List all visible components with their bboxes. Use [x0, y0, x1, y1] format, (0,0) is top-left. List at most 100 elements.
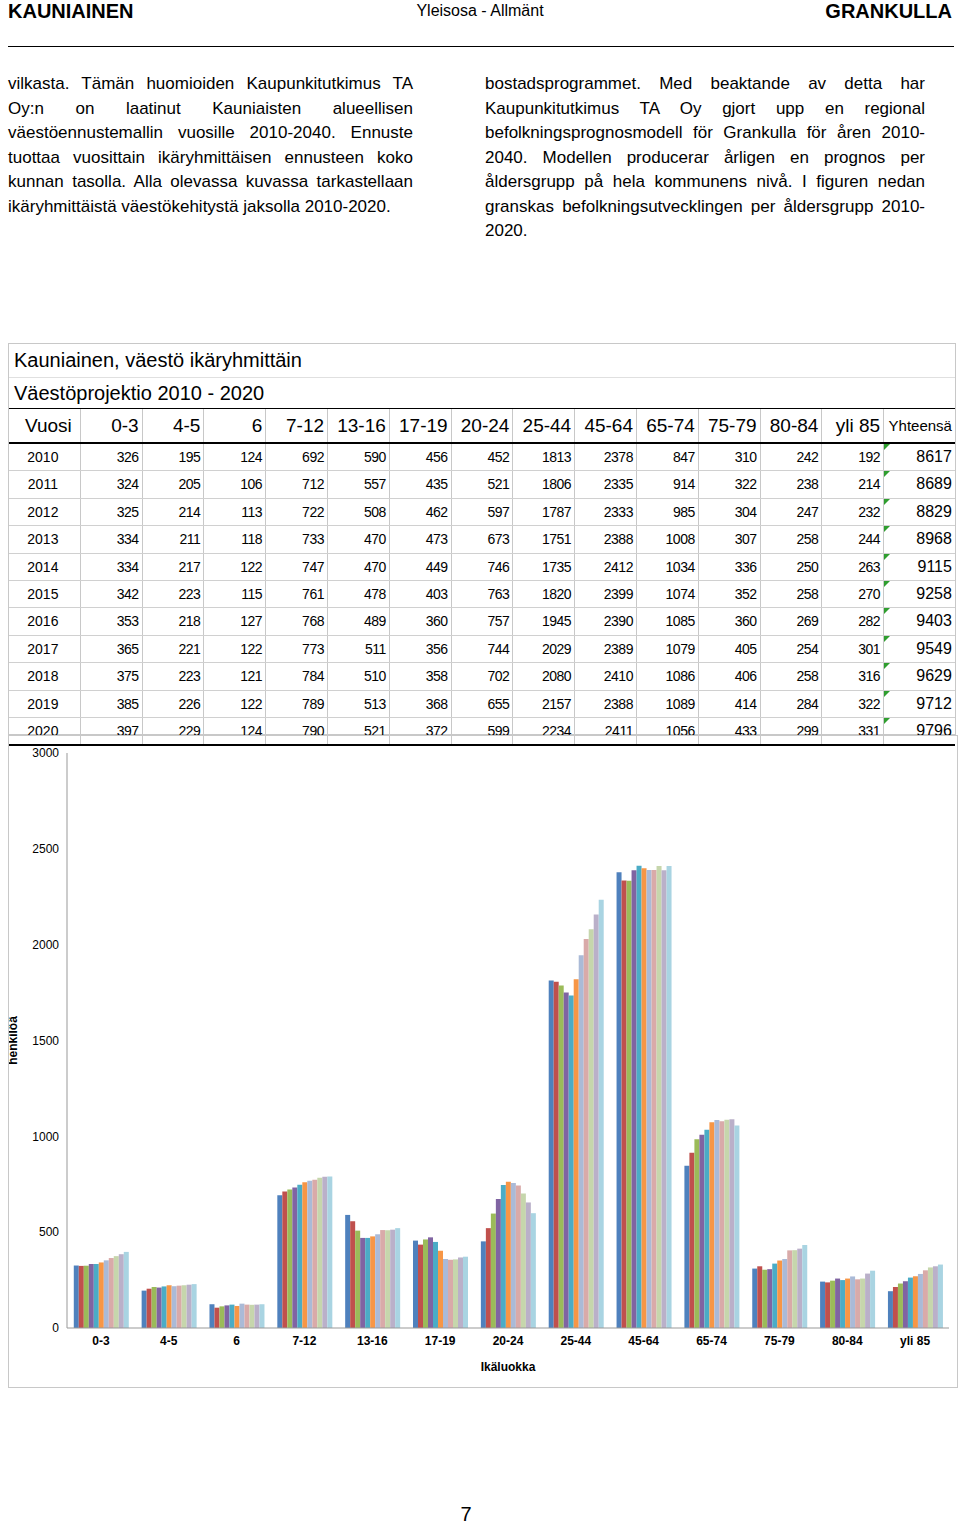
html-text:712: 712 — [302, 476, 324, 493]
svg-text:65-74: 65-74 — [696, 1334, 727, 1348]
html-text:304: 304 — [734, 503, 757, 520]
svg-text:Ikäluokka: Ikäluokka — [481, 1360, 536, 1374]
html-text:325: 325 — [116, 503, 139, 520]
html-text:238: 238 — [796, 476, 819, 493]
html-text:9115: 9115 — [917, 557, 952, 575]
svg-text:4-5: 4-5 — [160, 1334, 178, 1348]
html-text:25-44: 25-44 — [522, 415, 572, 436]
html-text:214: 214 — [858, 476, 881, 493]
svg-text:13-16: 13-16 — [357, 1334, 388, 1348]
html-text:2012: 2012 — [27, 503, 59, 520]
svg-text:25-44: 25-44 — [560, 1334, 591, 1348]
html-text:747: 747 — [302, 558, 324, 575]
html-text:Vuosi: Vuosi — [25, 415, 72, 436]
html-text:118: 118 — [241, 531, 263, 548]
html-text:2333: 2333 — [603, 503, 633, 520]
html-text:2011: 2011 — [27, 476, 58, 493]
html-text:733: 733 — [302, 531, 324, 548]
svg-text:75-79: 75-79 — [764, 1334, 795, 1348]
html-text:122: 122 — [240, 558, 263, 575]
html-text:211: 211 — [179, 531, 201, 548]
html-text:65-74: 65-74 — [646, 415, 695, 436]
html-text:508: 508 — [363, 503, 386, 520]
html-text:985: 985 — [672, 503, 695, 520]
svg-text:45-64: 45-64 — [628, 1334, 659, 1348]
html-text:1008: 1008 — [665, 531, 695, 548]
html-text:322: 322 — [734, 476, 757, 493]
html-text:9712: 9712 — [916, 694, 952, 712]
svg-text:3000: 3000 — [32, 746, 59, 760]
html-text:7-12: 7-12 — [286, 415, 324, 436]
html-text:0-3: 0-3 — [111, 415, 139, 436]
html-text:bostadsprogrammet. Med beaktan: bostadsprogrammet. Med beaktande av dett… — [485, 74, 925, 240]
html-text:113: 113 — [241, 503, 263, 520]
html-text:334: 334 — [116, 531, 139, 548]
svg-text:7-12: 7-12 — [292, 1334, 316, 1348]
svg-text:17-19: 17-19 — [425, 1334, 456, 1348]
html-text:557: 557 — [363, 476, 386, 493]
html-text:673: 673 — [487, 531, 510, 548]
html-text:9403: 9403 — [916, 612, 952, 630]
html-text:473: 473 — [425, 531, 448, 548]
html-text:521: 521 — [487, 476, 510, 493]
html-text:9549: 9549 — [916, 639, 952, 657]
html-text:vilkasta. Tämän huomioiden Kau: vilkasta. Tämän huomioiden Kaupunkitutki… — [8, 74, 413, 216]
html-text:205: 205 — [178, 476, 201, 493]
html-text:9629: 9629 — [916, 667, 952, 685]
html-text:106: 106 — [240, 476, 263, 493]
svg-text:0-3: 0-3 — [92, 1334, 110, 1348]
html-text:258: 258 — [796, 531, 819, 548]
html-text:8829: 8829 — [916, 502, 952, 520]
html-text:1806: 1806 — [542, 476, 572, 493]
html-text:597: 597 — [487, 503, 510, 520]
html-text:Kauniainen, väestö ikäryhmittä: Kauniainen, väestö ikäryhmittäin — [14, 349, 302, 371]
html-text:2388: 2388 — [603, 531, 633, 548]
html-text:244: 244 — [858, 531, 881, 548]
html-text:20-24: 20-24 — [460, 415, 510, 436]
svg-text:20-24: 20-24 — [493, 1334, 524, 1348]
html-text:2014: 2014 — [27, 558, 59, 575]
html-text:17-19: 17-19 — [399, 415, 448, 436]
html-text:8689: 8689 — [916, 475, 952, 493]
html-text:334: 334 — [116, 558, 139, 575]
html-text:9796: 9796 — [916, 721, 952, 739]
html-text:1787: 1787 — [542, 503, 572, 520]
html-text:324: 324 — [116, 476, 139, 493]
html-text:722: 722 — [302, 503, 324, 520]
svg-text:2000: 2000 — [32, 938, 59, 952]
html-text:247: 247 — [796, 503, 819, 520]
svg-text:1000: 1000 — [32, 1130, 59, 1144]
html-text:2013: 2013 — [27, 531, 59, 548]
html-text:Väestöprojektio 2010 - 2020: Väestöprojektio 2010 - 2020 — [14, 382, 265, 404]
svg-text:1500: 1500 — [32, 1034, 59, 1048]
svg-text:0: 0 — [52, 1321, 59, 1335]
svg-text:500: 500 — [39, 1225, 59, 1239]
html-text:8617: 8617 — [916, 448, 952, 465]
html-text:yli 85 Yhteensä: yli 85 Yhteensä — [835, 415, 952, 436]
html-text:307: 307 — [734, 531, 757, 548]
svg-text:2500: 2500 — [32, 842, 59, 856]
svg-text:80-84: 80-84 — [832, 1334, 863, 1348]
html-text:75-79: 75-79 — [708, 415, 757, 436]
html-text:217: 217 — [178, 558, 201, 575]
html-text:214: 214 — [178, 503, 201, 520]
html-text:232: 232 — [858, 503, 881, 520]
html-text:13-16: 13-16 — [337, 415, 386, 436]
html-text:KAUNIAINEN: KAUNIAINEN — [8, 0, 134, 22]
html-text:8968: 8968 — [916, 530, 952, 548]
html-text:80-84: 80-84 — [769, 415, 819, 436]
html-text:2335: 2335 — [603, 476, 633, 493]
html-text:45-64: 45-64 — [584, 415, 633, 436]
html-text:Yleisosa - Allmänt: Yleisosa - Allmänt — [416, 2, 544, 19]
html-text:914: 914 — [672, 476, 695, 493]
html-text:470: 470 — [363, 531, 386, 548]
svg-text:6: 6 — [233, 1334, 240, 1348]
html-text:435: 435 — [425, 476, 448, 493]
svg-text:yli 85: yli 85 — [900, 1334, 930, 1348]
html-text:1751: 1751 — [542, 531, 572, 548]
html-text:470: 470 — [363, 558, 386, 575]
html-text:4-5: 4-5 — [173, 415, 201, 436]
html-text:462: 462 — [425, 503, 448, 520]
html-text:GRANKULLA: GRANKULLA — [825, 0, 952, 22]
svg-text:henkilöä: henkilöä — [9, 1016, 20, 1065]
